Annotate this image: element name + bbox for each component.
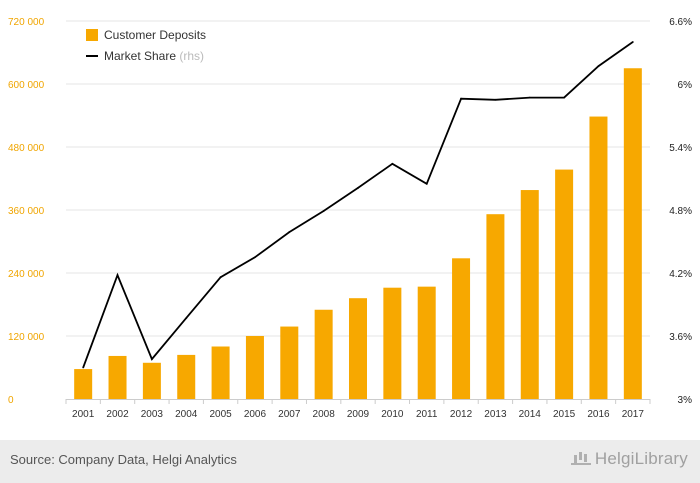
x-tick-label: 2005 — [209, 409, 232, 420]
x-tick-label: 2011 — [416, 409, 438, 420]
point-market-share — [425, 182, 428, 185]
legend-label-market-share: Market Share (rhs) — [104, 49, 204, 63]
x-tick-label: 2008 — [313, 409, 336, 420]
y-right-tick-label: 6.6% — [669, 17, 692, 28]
point-market-share — [494, 98, 497, 101]
point-market-share — [82, 366, 85, 369]
point-market-share — [254, 256, 256, 259]
point-market-share — [150, 358, 153, 360]
bar-customer-deposits — [245, 336, 264, 399]
y-right-tick-label: 3.6% — [669, 332, 692, 343]
x-tick-label: 2013 — [484, 409, 507, 420]
x-tick-label: 2004 — [175, 409, 198, 420]
y-right-tick-label: 4.8% — [669, 206, 692, 217]
bar-customer-deposits — [177, 354, 196, 399]
y-left-tick-label: 240 000 — [8, 269, 45, 280]
bar-customer-deposits — [555, 169, 574, 399]
x-tick-label: 2009 — [347, 409, 370, 420]
bar-customer-deposits — [589, 116, 608, 400]
x-tick-label: 2003 — [141, 409, 164, 420]
y-left-tick-label: 360 000 — [8, 206, 45, 217]
bar-customer-deposits — [74, 369, 93, 399]
x-tick-label: 2010 — [381, 409, 404, 420]
point-market-share — [357, 187, 359, 189]
bar-customer-deposits — [452, 258, 471, 399]
y-left-tick-label: 720 000 — [8, 17, 45, 28]
point-market-share — [631, 41, 634, 43]
point-market-share — [528, 96, 531, 99]
bar-customer-deposits — [280, 326, 299, 399]
y-right-tick-label: 3% — [678, 395, 693, 406]
y-right-tick-label: 4.2% — [669, 269, 692, 280]
x-tick-label: 2017 — [622, 409, 645, 420]
point-market-share — [185, 317, 188, 320]
x-tick-label: 2015 — [553, 409, 576, 420]
bar-customer-deposits — [486, 214, 505, 399]
point-market-share — [288, 231, 291, 233]
point-market-share — [563, 96, 566, 99]
chart-svg: 0 120 000 240 000 360 000 480 000 600 000 720 … — [8, 17, 693, 420]
point-market-share — [219, 276, 222, 279]
y-left-tick-label: 0 — [8, 395, 14, 406]
x-tick-label: 2016 — [587, 409, 610, 420]
x-tick-label: 2006 — [244, 409, 267, 420]
point-market-share — [322, 210, 325, 212]
bar-customer-deposits — [349, 298, 367, 399]
source-note: Source: Company Data, Helgi Analytics — [10, 452, 237, 467]
y-left-tick-label: 480 000 — [8, 143, 45, 154]
legend-swatch-customer-deposits — [86, 29, 98, 41]
footer-bar — [0, 440, 700, 483]
brand-name: HelgiLibrary — [594, 449, 688, 468]
brand-logo: HelgiLibrary — [570, 449, 688, 469]
x-tick-label: 2007 — [278, 409, 301, 420]
legend-label-customer-deposits: Customer Deposits — [104, 28, 206, 42]
x-tick-label: 2001 — [72, 409, 95, 420]
point-market-share — [597, 65, 600, 68]
y-right-tick-label: 5.4% — [669, 143, 692, 154]
helgi-logo-icon — [570, 449, 591, 465]
bar-customer-deposits — [623, 68, 642, 399]
x-tick-label: 2014 — [519, 409, 542, 420]
point-market-share — [391, 162, 394, 165]
bar-customer-deposits — [108, 355, 127, 399]
bar-customer-deposits — [417, 286, 436, 399]
bar-customer-deposits — [211, 346, 230, 399]
y-right-tick-label: 6% — [678, 80, 693, 91]
y-left-tick-label: 600 000 — [8, 80, 45, 91]
bar-customer-deposits — [520, 190, 539, 399]
x-tick-label: 2012 — [450, 409, 473, 420]
point-market-share — [116, 274, 119, 276]
y-left-tick-label: 120 000 — [8, 332, 45, 343]
bar-customer-deposits — [314, 309, 333, 399]
bar-customer-deposits — [383, 287, 402, 399]
x-tick-label: 2002 — [106, 409, 129, 420]
bar-customer-deposits — [142, 362, 161, 399]
point-market-share — [460, 97, 462, 100]
